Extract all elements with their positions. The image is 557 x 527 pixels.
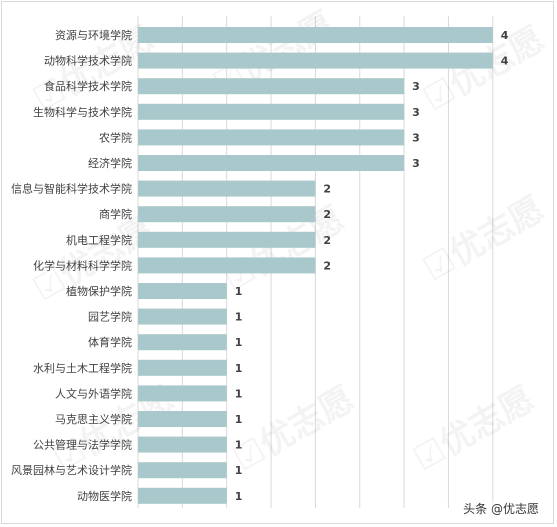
data-label: 2 <box>323 259 331 272</box>
source-credit: 头条 @优志愿 <box>463 500 539 517</box>
bar <box>138 411 227 427</box>
data-label: 4 <box>501 55 509 68</box>
bar <box>138 462 227 479</box>
category-label: 经济学院 <box>88 156 132 170</box>
bar <box>138 257 316 274</box>
data-label: 1 <box>235 285 243 298</box>
watermark: ☑优志愿 <box>407 379 542 480</box>
data-label: 1 <box>235 311 243 324</box>
data-label: 1 <box>235 413 243 426</box>
bar <box>138 180 316 197</box>
data-label: 1 <box>235 336 243 349</box>
category-label: 商学院 <box>99 207 132 221</box>
category-label: 资源与环境学院 <box>55 28 132 42</box>
data-label: 4 <box>501 29 509 42</box>
bar <box>138 129 405 146</box>
data-label: 3 <box>412 106 420 119</box>
category-label: 动物医学院 <box>77 489 132 503</box>
category-label: 机电工程学院 <box>66 233 132 247</box>
data-label: 1 <box>235 464 243 477</box>
data-label: 3 <box>412 80 420 93</box>
bar <box>138 385 227 402</box>
bar <box>138 436 227 453</box>
data-label: 3 <box>412 131 420 144</box>
category-labels: 资源与环境学院动物科学技术学院食品科学技术学院生物科学与技术学院农学院经济学院信… <box>11 28 132 503</box>
category-label: 人文与外语学院 <box>55 386 132 400</box>
data-label: 2 <box>323 183 331 196</box>
category-label: 植物保护学院 <box>66 284 132 298</box>
category-label: 园艺学院 <box>88 310 132 324</box>
bar <box>138 155 405 171</box>
category-label: 动物科学技术学院 <box>44 54 132 68</box>
category-label: 体育学院 <box>88 335 132 349</box>
data-labels: 4 4 3 3 3 3 2 2 2 2 1 1 1 1 1 1 1 1 1 <box>235 29 509 503</box>
data-label: 3 <box>412 157 420 170</box>
data-label: 1 <box>235 387 243 400</box>
bar <box>138 52 493 69</box>
category-label: 生物科学与技术学院 <box>33 105 132 119</box>
category-label: 农学院 <box>99 130 132 144</box>
bar <box>138 334 227 351</box>
category-label: 公共管理与法学学院 <box>33 438 132 452</box>
bar <box>138 487 227 504</box>
bars <box>138 27 493 504</box>
category-label: 化学与材料科学学院 <box>33 258 132 272</box>
bar <box>138 359 227 376</box>
data-label: 1 <box>235 439 243 452</box>
data-label: 1 <box>235 362 243 375</box>
bar <box>138 283 227 299</box>
category-label: 食品科学技术学院 <box>44 79 132 93</box>
watermark: ☑优志愿 <box>227 379 362 480</box>
bar <box>138 308 227 325</box>
bar <box>138 103 405 120</box>
category-label: 马克思主义学院 <box>55 412 132 426</box>
category-label: 信息与智能科学技术学院 <box>11 182 132 196</box>
bar <box>138 206 316 223</box>
bar <box>138 78 405 95</box>
category-label: 水利与土木工程学院 <box>33 361 132 375</box>
watermark: ☑优志愿 <box>417 189 552 290</box>
data-label: 2 <box>323 234 331 247</box>
bar <box>138 231 316 248</box>
bar <box>138 27 493 43</box>
category-label: 风景园林与艺术设计学院 <box>11 463 132 477</box>
data-label: 1 <box>235 490 243 503</box>
data-label: 2 <box>323 208 331 221</box>
